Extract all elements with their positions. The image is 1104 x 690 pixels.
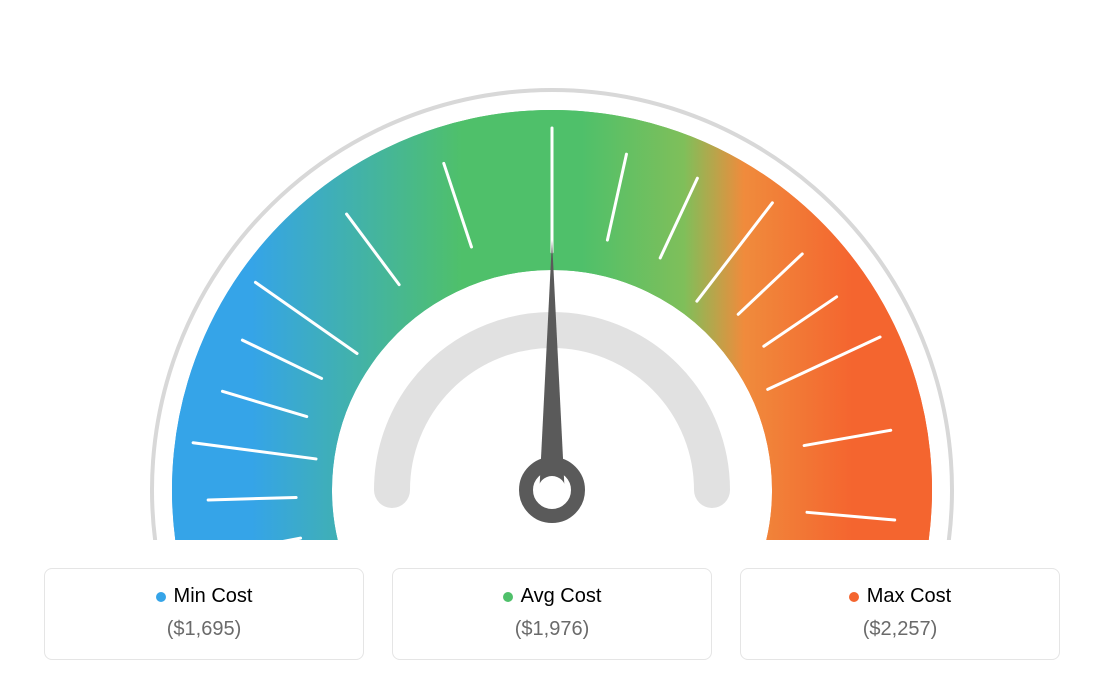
legend-card-max: Max Cost ($2,257) xyxy=(740,568,1060,660)
legend-dot-avg xyxy=(503,592,513,602)
svg-text:$2,257: $2,257 xyxy=(20,20,54,25)
legend-value-min: ($1,695) xyxy=(65,618,343,641)
legend-row: Min Cost ($1,695) Avg Cost ($1,976) Max … xyxy=(20,568,1084,660)
legend-title-min: Min Cost xyxy=(156,585,253,608)
gauge-svg: $1,695$1,765$1,835$1,976$2,070$2,164$2,2… xyxy=(20,20,1084,540)
gauge-chart: $1,695$1,765$1,835$1,976$2,070$2,164$2,2… xyxy=(20,20,1084,540)
legend-card-min: Min Cost ($1,695) xyxy=(44,568,364,660)
legend-label-min: Min Cost xyxy=(174,585,253,608)
legend-dot-min xyxy=(156,592,166,602)
legend-value-max: ($2,257) xyxy=(761,618,1039,641)
legend-title-avg: Avg Cost xyxy=(503,585,602,608)
legend-dot-max xyxy=(849,592,859,602)
legend-title-max: Max Cost xyxy=(849,585,951,608)
legend-card-avg: Avg Cost ($1,976) xyxy=(392,568,712,660)
legend-label-avg: Avg Cost xyxy=(521,585,602,608)
legend-value-avg: ($1,976) xyxy=(413,618,691,641)
legend-label-max: Max Cost xyxy=(867,585,951,608)
